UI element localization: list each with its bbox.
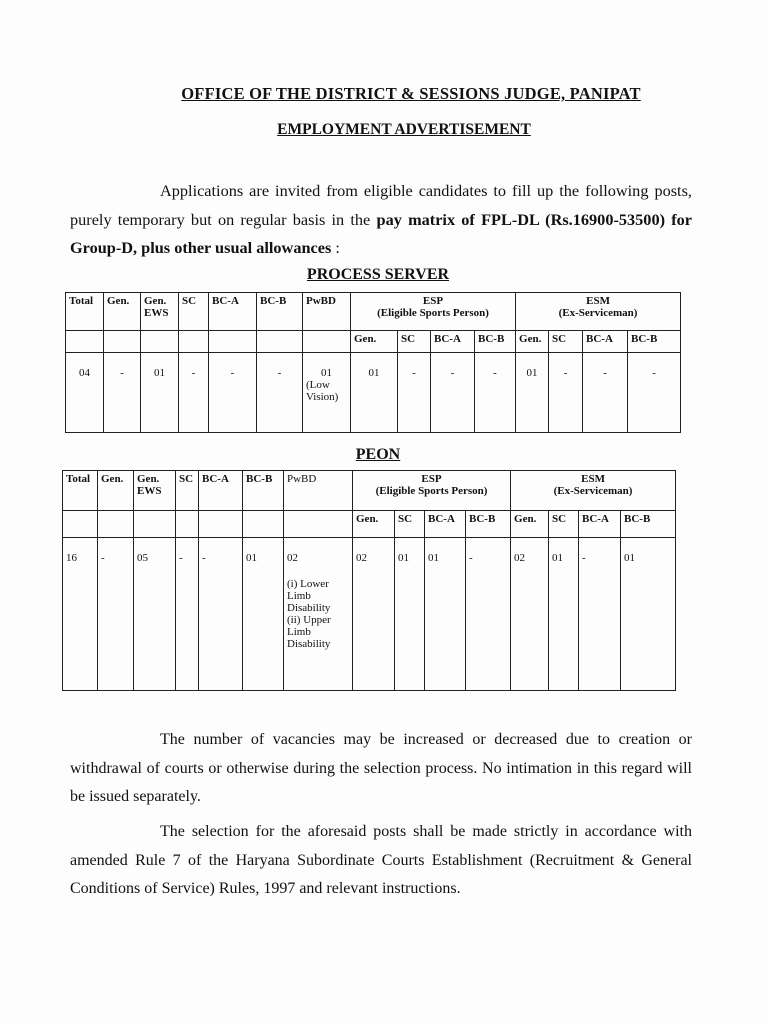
cell-esm-gen: 01 [515,352,550,433]
cell-gen: - [97,537,134,691]
col-sc: SC [178,292,209,331]
esm-full: (Ex-Serviceman) [558,307,638,319]
cell-esp-sc: - [397,352,431,433]
col-gen-ews: Gen. EWS [140,292,179,331]
esm-label: ESM [586,295,610,307]
selection-note: The selection for the aforesaid posts sh… [70,818,692,904]
cell-bcb: - [256,352,303,433]
cell-esm-bcb: 01 [620,537,677,691]
intro-text: Applications are invited from eligible c… [70,181,692,229]
cell-esp-gen: 01 [350,352,398,433]
intro-pay-matrix: pay matrix of FPL-DL (Rs.16900-53500) fo… [70,209,693,258]
col-esm-bca: BC-A [578,510,622,538]
col-esm: ESM (Ex-Serviceman) [515,292,682,331]
col-esm-sc: SC [548,330,584,353]
esp-full: (Eligible Sports Person) [375,485,488,497]
col-esp-bcb: BC-B [464,510,512,538]
esp-label: ESP [421,473,442,485]
intro-paragraph: Applications are invited from eligible c… [70,177,692,263]
cell-pwbd: 01 (Low Vision) [302,352,351,433]
col-total: Total [62,470,98,511]
col-pwbd: PwBD [302,292,351,331]
col-esm-bca: BC-A [582,330,629,353]
col-esp-bcb: BC-B [473,330,517,353]
col-esp-sc: SC [397,330,431,353]
cell-esm-gen: 02 [510,537,550,691]
process-server-heading: PROCESS SERVER [306,266,450,283]
cell-esp-gen: 02 [352,537,395,691]
vacancy-note-text: The number of vacancies may be increased… [70,731,692,805]
pwbd-note: (Low Vision) [306,379,339,403]
col-sc: SC [175,470,199,511]
col-esm-gen: Gen. [515,330,550,353]
col-bca: BC-A [208,292,257,331]
process-server-table: Total Gen. Gen. EWS SC BC-A BC-B PwBD ES… [65,292,682,433]
cell-bca: - [208,352,257,433]
col-esp-sc: SC [394,510,425,538]
col-pwbd: PwBD [283,470,353,511]
esp-full: (Eligible Sports Person) [377,307,489,319]
pwbd-count: 02 [287,552,298,564]
intro-end: : [331,238,340,257]
cell-esp-bcb: - [473,352,517,433]
col-bcb: BC-B [242,470,284,511]
cell-esm-bca: - [578,537,622,691]
col-esm-bcb: BC-B [620,510,677,538]
table-row: 16 - 05 - - 01 02 (i) Lower Limb Disabili… [62,537,677,691]
esm-label: ESM [581,473,605,485]
pwbd-note-1: (i) Lower Limb Disability [287,578,331,614]
col-esm-gen: Gen. [510,510,550,538]
cell-gen-ews: 05 [133,537,176,691]
col-gen: Gen. [97,470,134,511]
peon-heading: PEON [355,446,401,463]
cell-esm-sc: - [548,352,584,433]
col-total: Total [65,292,104,331]
cell-esm-bca: - [582,352,629,433]
cell-sc: - [175,537,199,691]
document-title: EMPLOYMENT ADVERTISEMENT [277,121,531,138]
col-esp: ESP (Eligible Sports Person) [349,292,517,331]
cell-pwbd: 02 (i) Lower Limb Disability (ii) Upper Li… [283,537,353,691]
selection-note-text: The selection for the aforesaid posts sh… [70,823,692,897]
col-esm: ESM (Ex-Serviceman) [510,470,677,511]
col-gen: Gen. [103,292,141,331]
cell-esp-bcb: - [464,537,512,691]
table-row: 04 - 01 - - - 01 (Low Vision) 01 - - - 01… [65,352,682,433]
cell-esm-sc: 01 [548,537,580,691]
cell-gen: - [103,352,141,433]
cell-esp-bca: 01 [424,537,466,691]
cell-sc: - [178,352,209,433]
col-gen-ews: Gen. EWS [133,470,176,511]
esm-full: (Ex-Serviceman) [553,485,633,497]
pwbd-count: 01 [321,367,332,379]
peon-table: Total Gen. Gen. EWS SC BC-A BC-B PwBD ES… [62,470,677,691]
cell-gen-ews: 01 [140,352,179,433]
col-esp: ESP (Eligible Sports Person) [351,470,512,511]
col-esm-bcb: BC-B [627,330,682,353]
cell-esp-sc: 01 [394,537,425,691]
pwbd-note-2: (ii) Upper Limb Disability [287,614,331,650]
col-bcb: BC-B [256,292,303,331]
office-heading: OFFICE OF THE DISTRICT & SESSIONS JUDGE,… [181,84,641,103]
col-esp-gen: Gen. [350,330,398,353]
vacancy-note: The number of vacancies may be increased… [70,726,692,812]
cell-bca: - [198,537,243,691]
col-esm-sc: SC [548,510,580,538]
cell-esp-bca: - [430,352,475,433]
esp-label: ESP [422,295,444,307]
col-esp-gen: Gen. [352,510,395,538]
cell-esm-bcb: - [627,352,682,433]
cell-bcb: 01 [242,537,284,691]
cell-total: 16 [62,537,98,691]
col-bca: BC-A [198,470,243,511]
cell-total: 04 [65,352,104,433]
col-esp-bca: BC-A [424,510,466,538]
col-esp-bca: BC-A [430,330,475,353]
